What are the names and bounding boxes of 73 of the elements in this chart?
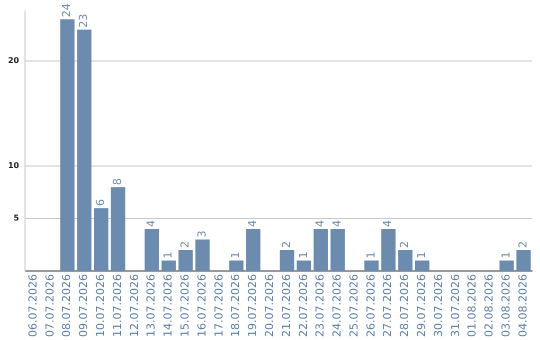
x-tick-label: 07.07.2026 xyxy=(43,274,56,338)
x-tick-label: 27.07.2026 xyxy=(381,274,394,338)
data-label: 2 xyxy=(178,241,192,248)
x-tick-label: 26.07.2026 xyxy=(364,274,378,338)
bar xyxy=(381,229,396,272)
x-tick-label: 24.07.2026 xyxy=(330,274,344,338)
bar xyxy=(314,229,328,272)
x-tick-label: 30.07.2026 xyxy=(432,274,445,338)
data-label: 1 xyxy=(364,252,378,259)
y-tick-label: 5 xyxy=(14,214,20,223)
bar xyxy=(60,19,75,272)
data-label: 8 xyxy=(110,178,124,186)
x-tick-label: 17.07.2026 xyxy=(212,274,226,338)
data-label: 23 xyxy=(77,14,90,28)
x-tick-label: 19.07.2026 xyxy=(246,274,260,338)
bar xyxy=(398,250,412,272)
x-tick-label: 23.07.2026 xyxy=(314,274,327,338)
data-label: 4 xyxy=(314,220,327,228)
bar xyxy=(94,208,108,272)
bar xyxy=(162,260,176,272)
x-tick-label: 18.07.2026 xyxy=(229,274,242,338)
x-tick-label: 03.08.2026 xyxy=(500,274,513,338)
data-label: 1 xyxy=(229,252,242,259)
x-tick-label: 25.07.2026 xyxy=(347,274,360,338)
bar xyxy=(296,260,312,272)
data-label: 3 xyxy=(195,230,208,238)
bar xyxy=(364,260,379,272)
data-label: 4 xyxy=(246,220,260,228)
bar xyxy=(516,250,531,272)
x-tick-label: 01.08.2026 xyxy=(466,274,479,338)
bar xyxy=(246,229,260,272)
x-tick-label: 08.07.2026 xyxy=(60,274,74,338)
data-label: 2 xyxy=(516,241,530,248)
bar xyxy=(77,30,92,272)
data-label: 4 xyxy=(381,220,394,228)
data-label: 2 xyxy=(280,241,293,248)
data-label: 1 xyxy=(296,252,310,259)
bar xyxy=(110,187,126,272)
data-label: 2 xyxy=(398,241,412,248)
x-tick-label: 15.07.2026 xyxy=(178,274,192,338)
y-tick-label: 10 xyxy=(8,161,20,170)
data-label: 24 xyxy=(60,3,74,18)
x-tick-label: 31.07.2026 xyxy=(448,274,462,338)
bar xyxy=(330,229,345,272)
bar xyxy=(195,240,210,272)
x-tick-label: 04.08.2026 xyxy=(516,274,530,338)
bar xyxy=(229,260,244,272)
x-tick-label: 09.07.2026 xyxy=(77,274,90,338)
bar xyxy=(144,229,160,272)
x-tick-label: 20.07.2026 xyxy=(262,274,276,338)
bar xyxy=(415,260,430,272)
x-tick-label: 21.07.2026 xyxy=(280,274,293,338)
data-label: 1 xyxy=(162,252,175,259)
x-tick-label: 28.07.2026 xyxy=(398,274,412,338)
data-label: 6 xyxy=(94,199,108,206)
bar xyxy=(499,260,514,272)
data-label: 4 xyxy=(144,220,158,228)
x-tick-label: 14.07.2026 xyxy=(162,274,175,338)
x-tick-label: 02.08.2026 xyxy=(482,274,496,338)
x-tick-label: 12.07.2026 xyxy=(128,274,141,338)
data-label: 4 xyxy=(330,220,344,228)
x-tick-label: 11.07.2026 xyxy=(110,274,124,338)
x-tick-label: 06.07.2026 xyxy=(26,274,40,338)
data-label: 1 xyxy=(415,252,428,259)
y-tick-label: 20 xyxy=(8,56,20,66)
x-tick-label: 10.07.2026 xyxy=(94,274,108,338)
bar xyxy=(178,250,193,272)
x-tick-label: 29.07.2026 xyxy=(415,274,428,338)
x-tick-label: 16.07.2026 xyxy=(195,274,208,338)
bar xyxy=(280,250,294,272)
x-tick-label: 13.07.2026 xyxy=(144,274,158,338)
data-label: 1 xyxy=(500,252,513,259)
x-tick-label: 22.07.2026 xyxy=(296,274,310,338)
